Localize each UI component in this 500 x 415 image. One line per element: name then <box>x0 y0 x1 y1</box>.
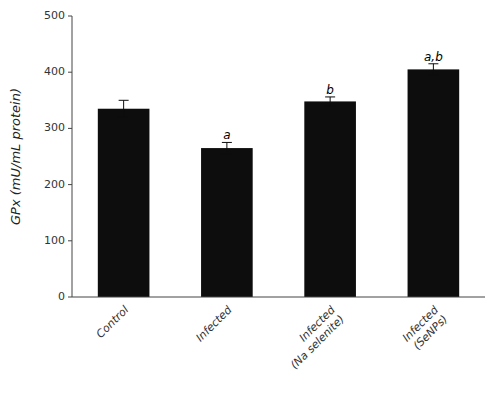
y-tick-label: 300 <box>44 121 65 134</box>
bar <box>304 101 356 297</box>
x-tick-label-line: (Na selenite) <box>288 313 347 372</box>
annotation: a,b <box>424 50 443 64</box>
error-stem <box>123 100 124 117</box>
error-cap <box>119 100 129 101</box>
x-tick-label: Infected(SeNPs) <box>400 303 451 354</box>
bar <box>201 148 253 297</box>
x-tick-label-line: Control <box>94 303 131 340</box>
y-tick <box>68 297 72 298</box>
bar <box>408 69 460 297</box>
y-axis-line <box>72 16 73 297</box>
y-axis-label: GPx (mU/mL protein) <box>8 88 23 225</box>
error-cap <box>428 75 438 76</box>
x-tick-label-group: Infected <box>193 303 235 345</box>
y-tick-label: 0 <box>58 290 65 303</box>
error-bar <box>325 97 335 106</box>
y-tick <box>68 184 72 185</box>
x-tick-label-group: Infected(SeNPs) <box>400 303 451 354</box>
y-tick-label: 200 <box>44 178 65 191</box>
y-tick <box>68 72 72 73</box>
annotation: b <box>326 83 334 97</box>
x-tick-label-group: Infected(Na selenite) <box>279 303 348 372</box>
y-tick <box>68 240 72 241</box>
x-tick-label: Infected <box>193 303 235 345</box>
y-tick-label: 500 <box>44 9 65 22</box>
error-bar <box>119 100 129 117</box>
x-axis-line <box>72 297 485 298</box>
error-cap <box>325 105 335 106</box>
annotation: a <box>223 128 230 142</box>
x-tick-label-group: Control <box>94 303 131 340</box>
y-tick <box>68 16 72 17</box>
error-bar <box>428 64 438 75</box>
error-cap <box>119 117 129 118</box>
error-stem <box>330 97 331 106</box>
error-cap <box>222 153 232 154</box>
y-tick-label: 100 <box>44 234 65 247</box>
x-tick-label-line: (SeNPs) <box>411 313 451 353</box>
y-tick-label: 400 <box>44 65 65 78</box>
x-tick-label: Infected(Na selenite) <box>279 303 348 372</box>
x-tick-label-line: Infected <box>193 303 235 345</box>
error-stem <box>226 142 227 153</box>
error-stem <box>433 64 434 75</box>
y-tick <box>68 128 72 129</box>
x-tick-label: Control <box>94 303 131 340</box>
chart-svg: 0 100 200 300 400 500 Control Infected Infected(… <box>0 0 500 415</box>
chart-container: 0 100 200 300 400 500 Control Infected Infected(… <box>0 0 500 415</box>
error-bar <box>222 142 232 153</box>
bars <box>98 64 459 297</box>
bar <box>98 109 150 297</box>
